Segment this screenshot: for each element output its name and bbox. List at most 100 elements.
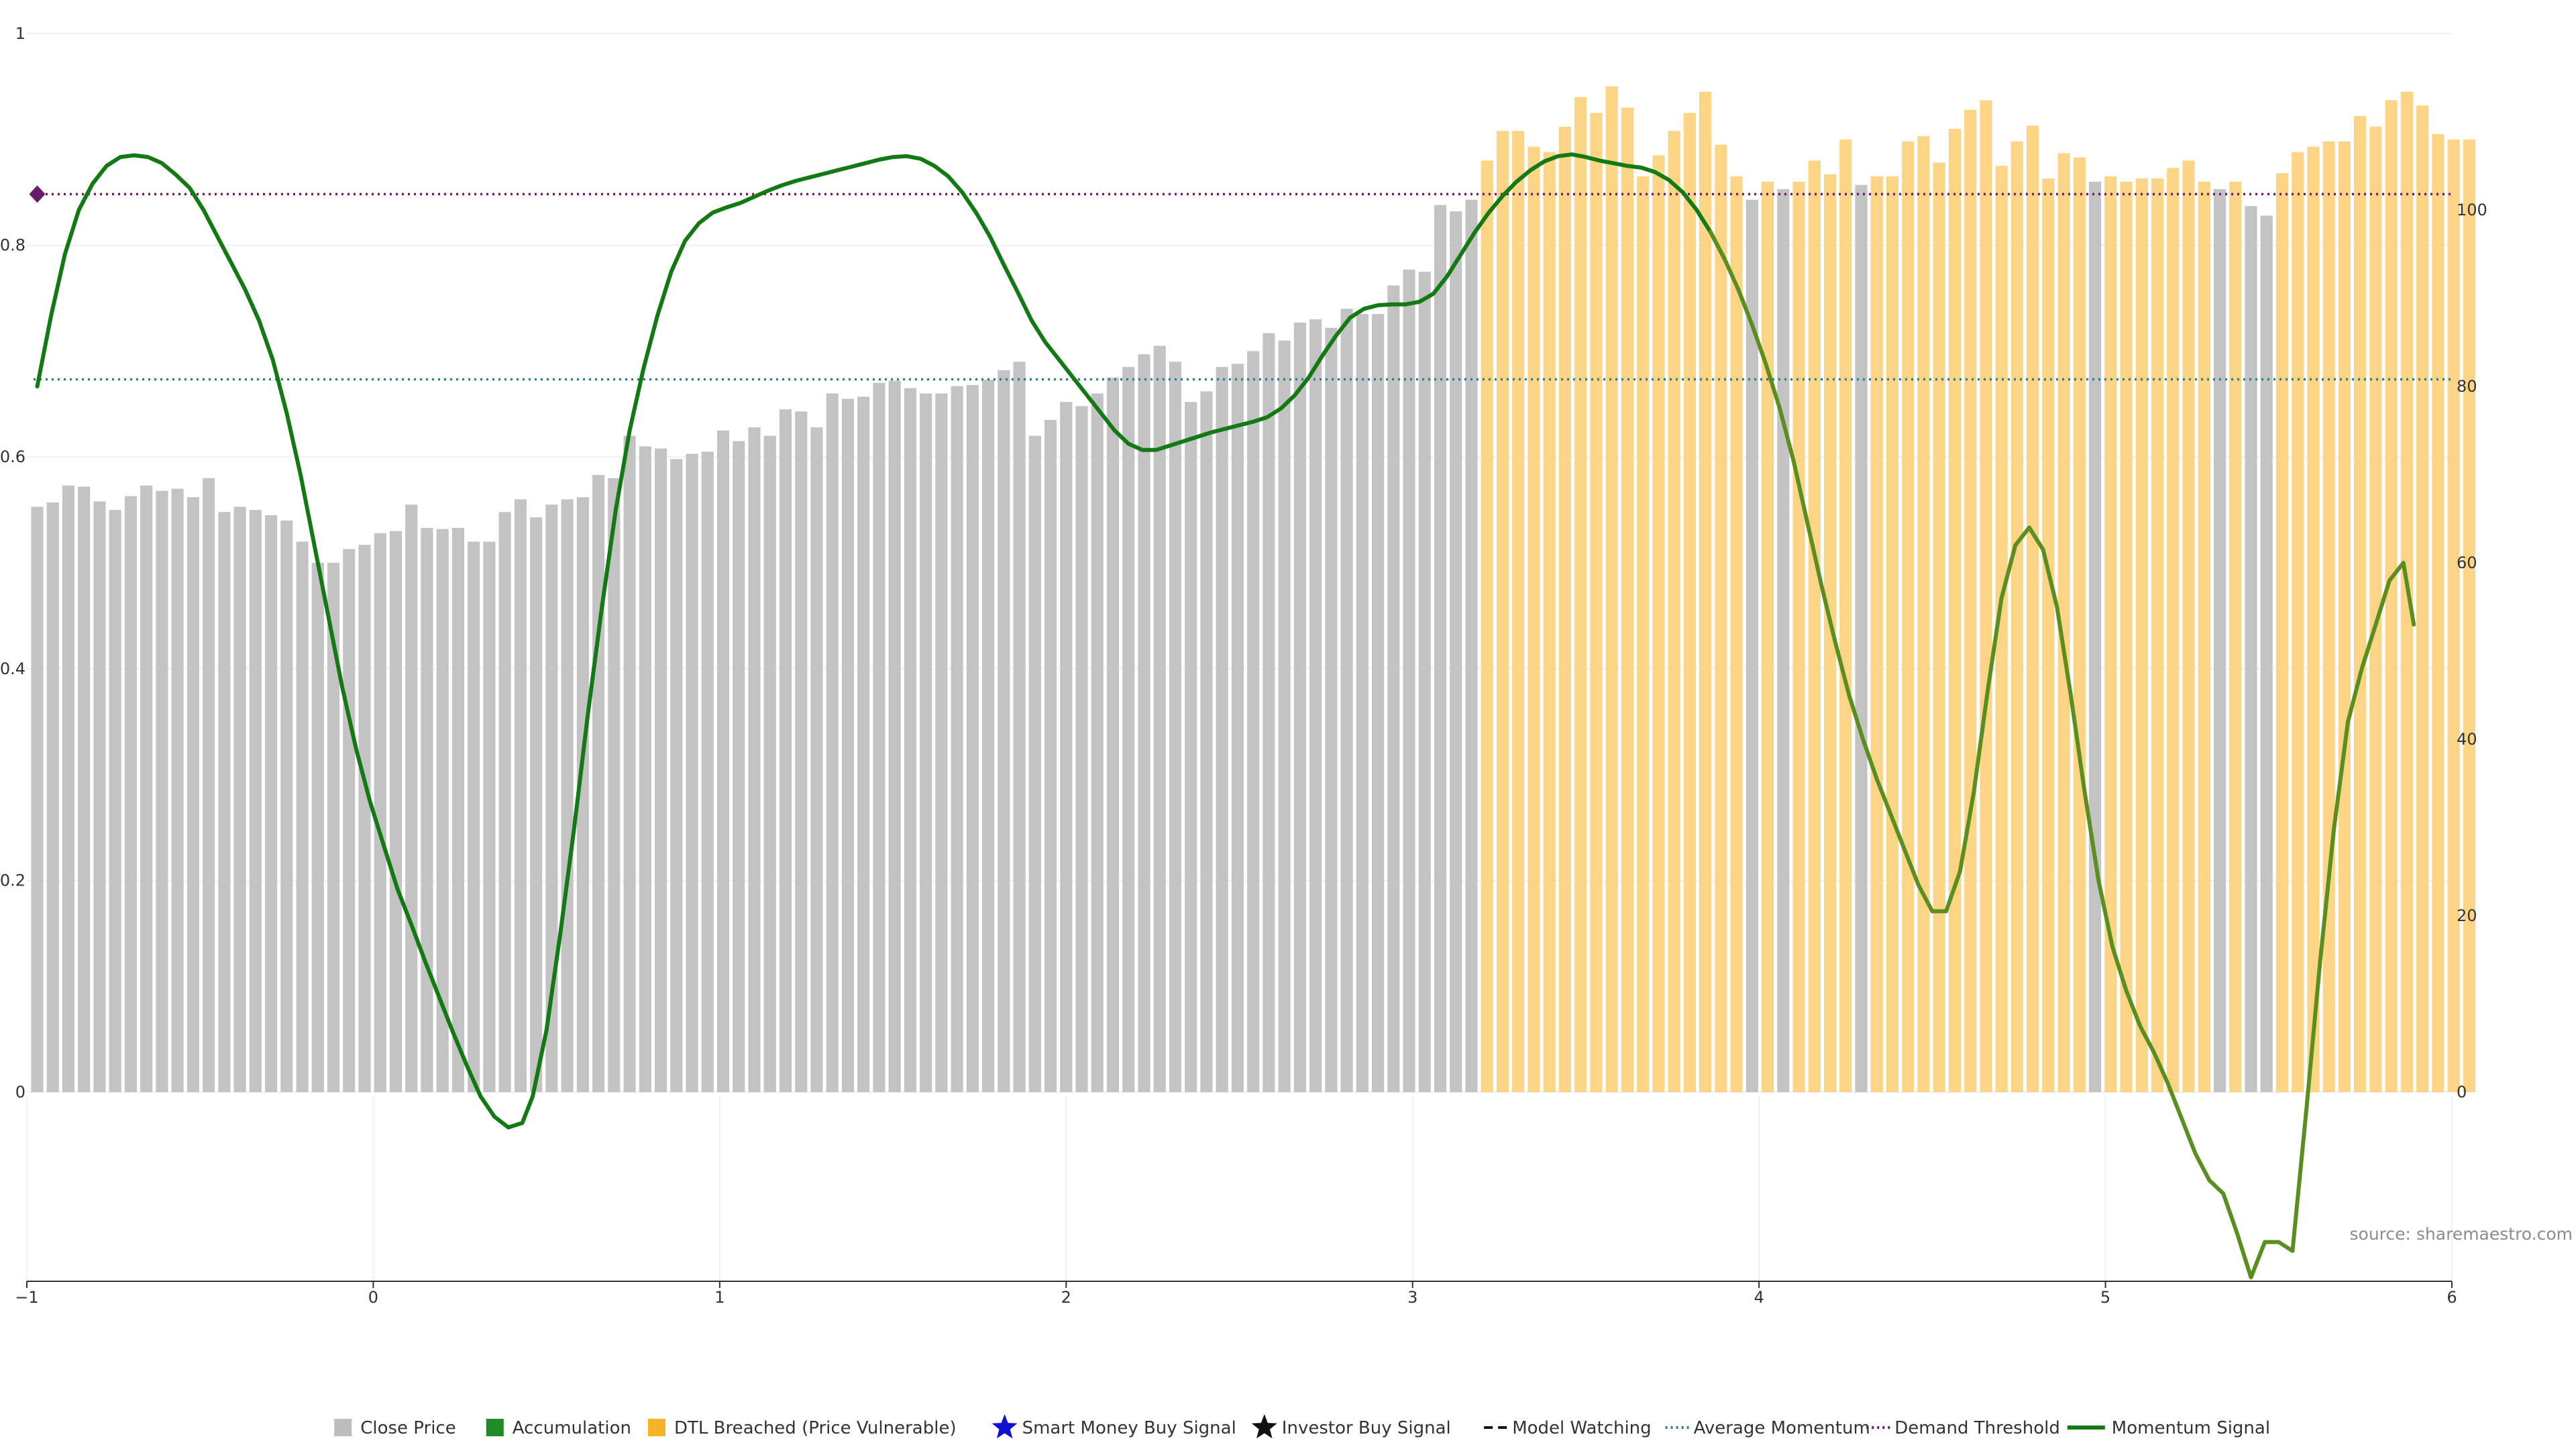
y-right-tick-label: 40 bbox=[2457, 730, 2477, 749]
dtl-breached-bar bbox=[1558, 126, 1572, 1092]
x-tick-label: 2 bbox=[1061, 1288, 1071, 1307]
dtl-breached-bar bbox=[2292, 152, 2304, 1093]
dtl-breached-bar bbox=[1980, 100, 1992, 1092]
smart_money-label: Smart Money Buy Signal bbox=[1022, 1418, 1236, 1438]
close-price-bar bbox=[62, 485, 75, 1092]
close-price-bar bbox=[78, 486, 91, 1092]
close-price-bar bbox=[203, 478, 215, 1092]
y-left-tick-label: 0 bbox=[15, 1083, 25, 1102]
dtl-breached-bar bbox=[2073, 157, 2086, 1093]
close-price-bar bbox=[218, 512, 231, 1092]
close-price-bar bbox=[405, 504, 418, 1092]
close-price-bar bbox=[1200, 391, 1213, 1092]
dtl-breached-bar bbox=[1995, 166, 2008, 1092]
reference-lines bbox=[29, 185, 2452, 381]
legend-item-close_price: Close Price bbox=[334, 1418, 456, 1438]
close-price-bar bbox=[623, 435, 636, 1092]
close-price-bar bbox=[888, 380, 901, 1092]
close-price-bar bbox=[826, 393, 839, 1092]
investor-label: Investor Buy Signal bbox=[1282, 1418, 1451, 1438]
close-price-bar bbox=[701, 451, 714, 1092]
close-price-bar bbox=[327, 563, 340, 1092]
close_price-label: Close Price bbox=[360, 1418, 456, 1438]
close-price-bar bbox=[109, 510, 121, 1092]
close-price-bar bbox=[810, 427, 823, 1092]
dtl-breached-bar bbox=[2182, 160, 2195, 1093]
dtl-breached-bar bbox=[1808, 160, 1821, 1093]
dtl-breached-bar bbox=[1512, 131, 1525, 1092]
close-price-bar bbox=[982, 380, 995, 1092]
close-price-bar bbox=[1247, 351, 1260, 1092]
close-price-bar bbox=[1013, 362, 1026, 1093]
close-price-bar bbox=[156, 490, 168, 1092]
close-price-bar bbox=[1263, 333, 1275, 1093]
model_watching-label: Model Watching bbox=[1512, 1418, 1651, 1438]
dtl-breached-bar bbox=[2104, 176, 2117, 1092]
close-price-bar bbox=[576, 497, 589, 1092]
close-price-bar bbox=[311, 563, 324, 1092]
y-left-tick-label: 0.2 bbox=[0, 871, 25, 890]
legend-item-model_watching: Model Watching bbox=[1484, 1418, 1652, 1438]
close-price-bar bbox=[670, 459, 683, 1092]
x-tick-label: 5 bbox=[2100, 1288, 2110, 1307]
legend-item-momentum_signal: Momentum Signal bbox=[2067, 1418, 2270, 1438]
dtl-breached-bar bbox=[2354, 116, 2367, 1093]
close-price-bar bbox=[1387, 285, 1400, 1093]
dtl-breached-bar bbox=[1574, 97, 1587, 1093]
close-price-bar bbox=[1185, 402, 1197, 1092]
dtl-breached-bar bbox=[2416, 105, 2429, 1093]
dtl-breached-bar bbox=[1699, 91, 1712, 1092]
dtl-breached-bar bbox=[2010, 141, 2023, 1092]
close-price-bar bbox=[186, 497, 199, 1092]
dtl-breached-bar bbox=[1792, 181, 1805, 1092]
close-price-bar bbox=[1138, 354, 1150, 1092]
dtl-breached-bar bbox=[1590, 113, 1603, 1093]
x-tick-label: 4 bbox=[1754, 1288, 1764, 1307]
close-price-bar bbox=[1044, 419, 1057, 1092]
close-price-bar bbox=[265, 515, 278, 1092]
close-price-bar bbox=[716, 430, 730, 1092]
close-price-bar bbox=[280, 520, 293, 1092]
source-label: source: sharemaestro.com bbox=[2350, 1224, 2573, 1244]
close-price-bar bbox=[140, 485, 153, 1092]
close-price-bar bbox=[1855, 184, 1868, 1092]
demand_threshold-label: Demand Threshold bbox=[1894, 1418, 2060, 1438]
close-price-bar bbox=[1372, 314, 1385, 1092]
dtl-breached-bar bbox=[2447, 139, 2460, 1092]
close-price-bar bbox=[920, 393, 932, 1092]
dtl-breached-bar bbox=[1823, 174, 1837, 1092]
close-price-bar bbox=[483, 541, 496, 1092]
dtl-breached-bar bbox=[1652, 155, 1665, 1093]
dtl-breached-bar bbox=[2167, 168, 2180, 1092]
close-price-bar bbox=[1746, 199, 1758, 1093]
dtl-breached-bar bbox=[2307, 146, 2320, 1093]
dtl-breached-bar bbox=[1715, 144, 1727, 1093]
dtl-breached-bar bbox=[2369, 126, 2382, 1092]
dtl-breached-bar bbox=[2322, 141, 2335, 1092]
x-tick-label: 0 bbox=[368, 1288, 378, 1307]
close-price-bar bbox=[935, 393, 948, 1092]
momentum_signal-label: Momentum Signal bbox=[2112, 1418, 2270, 1438]
axes: 0 0.2 0.4 0.6 0.8 1 0 20 40 60 80 100 −1 0 1 2 3 4 5 6 bbox=[0, 24, 2487, 1307]
close-price-bar bbox=[358, 545, 371, 1092]
close-price-bar bbox=[343, 549, 356, 1092]
dtl-breached-bar bbox=[1964, 109, 1977, 1093]
close-price-bar bbox=[2245, 206, 2257, 1092]
dtl-breached-bar bbox=[1886, 176, 1899, 1092]
close-price-bar bbox=[498, 512, 511, 1092]
y-left-tick-label: 1 bbox=[15, 24, 25, 43]
momentum-signal-late bbox=[1708, 229, 2416, 1280]
dtl-breached-bar bbox=[1527, 146, 1540, 1093]
close-price-bar bbox=[545, 504, 558, 1092]
close-price-bar bbox=[1106, 377, 1120, 1092]
close-price-bar bbox=[93, 501, 106, 1092]
dtl-breached-bar bbox=[2432, 133, 2445, 1092]
legend-item-demand_threshold: Demand Threshold bbox=[1866, 1418, 2060, 1438]
dtl-breached-bar bbox=[1902, 141, 1915, 1092]
dtl-breached-bar bbox=[2338, 141, 2351, 1092]
close-price-bar bbox=[1403, 269, 1415, 1092]
accumulation-label: Accumulation bbox=[513, 1418, 631, 1438]
close-price-bar bbox=[2213, 189, 2226, 1092]
dtl-breached-bar bbox=[2198, 181, 2210, 1092]
